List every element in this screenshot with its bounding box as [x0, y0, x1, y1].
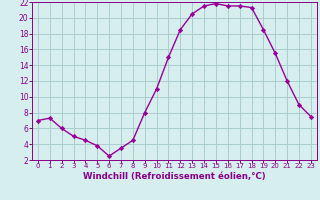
X-axis label: Windchill (Refroidissement éolien,°C): Windchill (Refroidissement éolien,°C): [83, 172, 266, 181]
